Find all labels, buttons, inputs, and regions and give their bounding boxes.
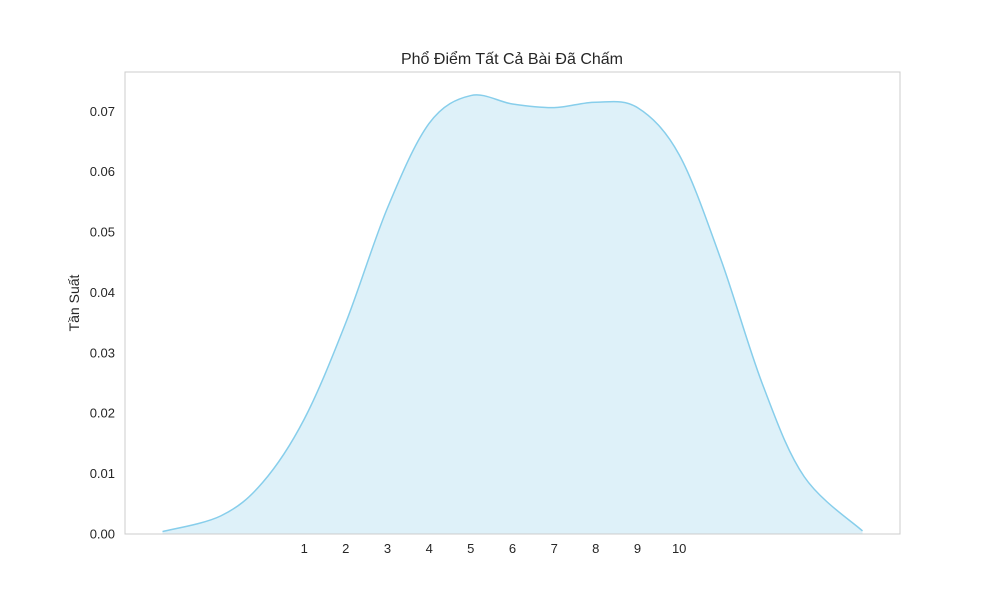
x-tick-label: 6 <box>509 541 516 556</box>
x-tick-label: 4 <box>426 541 433 556</box>
chart-title: Phổ Điểm Tất Cả Bài Đã Chấm <box>401 50 623 68</box>
x-tick-label: 5 <box>467 541 474 556</box>
x-tick-label: 9 <box>634 541 641 556</box>
y-tick-label: 0.02 <box>90 406 115 421</box>
x-tick-label: 2 <box>342 541 349 556</box>
x-tick-label: 10 <box>672 541 686 556</box>
y-tick-label: 0.07 <box>90 104 115 119</box>
plot-area <box>162 94 864 534</box>
x-tick-label: 7 <box>551 541 558 556</box>
y-tick-label: 0.04 <box>90 285 115 300</box>
y-tick-label: 0.06 <box>90 164 115 179</box>
y-axis-label: Tần Suất <box>66 274 82 331</box>
y-tick-label: 0.05 <box>90 225 115 240</box>
y-tick-label: 0.01 <box>90 466 115 481</box>
x-tick-label: 1 <box>301 541 308 556</box>
x-axis: 1 2 3 4 5 6 7 8 9 10 <box>301 541 687 556</box>
density-area <box>162 94 863 534</box>
y-tick-label: 0.03 <box>90 345 115 360</box>
density-line <box>162 94 864 533</box>
y-tick-label: 0.00 <box>90 527 115 542</box>
plot-frame <box>124 71 901 535</box>
x-tick-label: 3 <box>384 541 391 556</box>
x-tick-label: 8 <box>592 541 599 556</box>
y-axis: 0.00 0.01 0.02 0.03 0.04 0.05 0.06 0.07 <box>90 104 115 542</box>
